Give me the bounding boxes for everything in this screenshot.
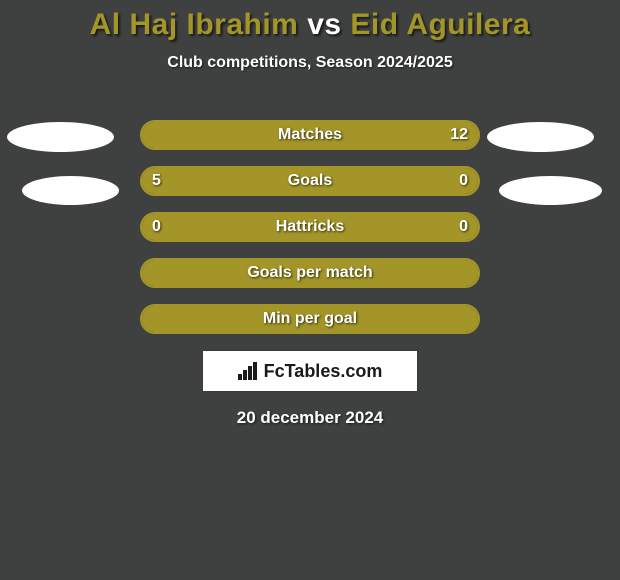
- branding-text: FcTables.com: [264, 361, 383, 382]
- branding-badge[interactable]: FcTables.com: [202, 350, 418, 392]
- decor-ellipse: [487, 122, 594, 152]
- bars-icon: [238, 362, 260, 380]
- branding-content: FcTables.com: [238, 361, 383, 382]
- subtitle: Club competitions, Season 2024/2025: [0, 54, 620, 72]
- comparison-title: Al Haj Ibrahim vs Eid Aguilera: [0, 0, 620, 42]
- player-2-name: Eid Aguilera: [350, 8, 530, 41]
- stat-label: Hattricks: [142, 214, 478, 240]
- stat-row: Matches12: [140, 120, 480, 150]
- player-1-name: Al Haj Ibrahim: [90, 8, 299, 41]
- decor-ellipse: [22, 176, 119, 205]
- stat-row: 0Hattricks0: [140, 212, 480, 242]
- vs-separator: vs: [307, 8, 341, 41]
- stat-row: 5Goals0: [140, 166, 480, 196]
- date-line: 20 december 2024: [0, 408, 620, 428]
- stat-right-value: 0: [459, 214, 468, 240]
- stat-label: Min per goal: [142, 306, 478, 332]
- stat-label: Matches: [142, 122, 478, 148]
- stats-chart: Matches125Goals00Hattricks0Goals per mat…: [140, 120, 480, 334]
- stat-label: Goals: [142, 168, 478, 194]
- stat-right-value: 12: [450, 122, 468, 148]
- decor-ellipse: [7, 122, 114, 152]
- decor-ellipse: [499, 176, 602, 205]
- stat-row: Min per goal: [140, 304, 480, 334]
- stat-right-value: 0: [459, 168, 468, 194]
- stat-label: Goals per match: [142, 260, 478, 286]
- stat-row: Goals per match: [140, 258, 480, 288]
